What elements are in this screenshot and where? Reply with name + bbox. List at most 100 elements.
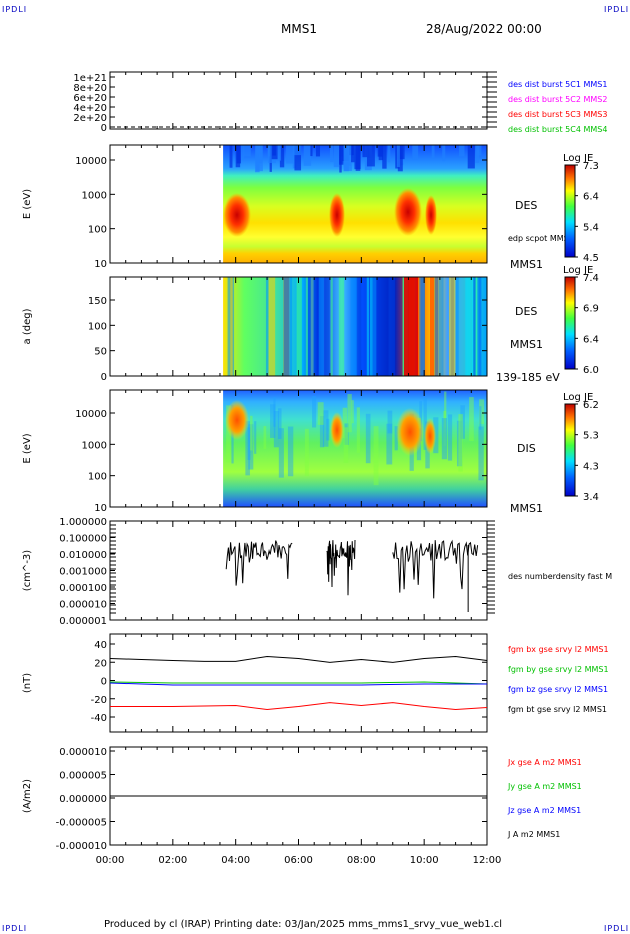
des-pitch-stripe <box>265 277 269 376</box>
x-tick-label: 02:00 <box>158 855 187 866</box>
density-y-tick-label: 1.000000 <box>59 517 107 528</box>
dis-energy-texture <box>322 410 329 447</box>
des-energy-hot-spot <box>394 188 422 236</box>
des-energy-texture <box>236 145 241 164</box>
des-pitch-spacecraft: MMS1 <box>510 338 543 351</box>
current-legend-3: Jz gse A m2 MMS1 <box>507 806 581 815</box>
des-energy-texture <box>397 145 403 172</box>
des-pitch-stripe <box>388 277 395 376</box>
bfield-series-2 <box>109 681 488 685</box>
bfield-y-tick-label: -40 <box>91 713 107 724</box>
des-energy-texture <box>377 145 383 157</box>
des-pitch-stripe <box>369 277 373 376</box>
panel-density-frame <box>109 520 488 621</box>
des-energy-texture <box>229 145 233 168</box>
density-y-tick-label: 0.000010 <box>59 600 107 611</box>
burst-y-tick-label: 8e+20 <box>73 83 107 94</box>
dis-energy-texture <box>386 423 393 465</box>
des-energy-overlay: edp scpot MMS1 <box>508 234 574 243</box>
dis-energy-colorbar-tick-label: 5.3 <box>583 431 599 442</box>
dis-energy-texture <box>270 404 276 438</box>
dis-energy-texture <box>312 395 317 428</box>
des-energy-texture <box>459 145 465 157</box>
des-pitch-stripe <box>338 277 345 376</box>
density-ylabel: (cm^-3) <box>22 550 33 591</box>
dis-energy-texture <box>444 391 447 428</box>
des-energy-texture <box>293 145 302 156</box>
des-energy-hot-spot <box>425 195 437 235</box>
des-energy-instrument: DES <box>515 199 537 212</box>
burst-legend-3: des dist burst 5C3 MMS3 <box>508 110 607 119</box>
des-energy-texture <box>256 145 263 172</box>
des-energy-texture <box>387 145 391 163</box>
des-energy-texture <box>279 145 285 168</box>
dis-energy-texture <box>247 427 251 460</box>
burst-legend-2: des dist burst 5C2 MMS2 <box>508 95 607 104</box>
bfield-y-tick-label: 0 <box>101 677 107 688</box>
des-energy-spacecraft: MMS1 <box>510 258 543 271</box>
des-pitch-stripe <box>465 277 471 376</box>
des-pitch-ylabel: a (deg) <box>22 308 33 344</box>
des-energy-colorbar-title: Log JE <box>563 153 593 164</box>
des-energy-texture <box>329 145 334 163</box>
bfield-y-tick-label: 40 <box>94 640 107 651</box>
current-y-tick-label: 0.000010 <box>59 747 107 758</box>
density-y-tick-label: 0.010000 <box>59 550 107 561</box>
bfield-series-3 <box>109 682 487 686</box>
dis-energy-y-tick-label: 100 <box>88 472 107 483</box>
dis-energy-y-tick-label: 10000 <box>75 409 107 420</box>
current-legend-2: Jy gse A m2 MMS1 <box>507 782 582 791</box>
des-energy-ylabel: E (eV) <box>22 189 33 219</box>
density-trace <box>326 539 356 596</box>
burst-y-tick-label: 0 <box>101 123 107 134</box>
des-pitch-colorbar-bar <box>564 276 576 370</box>
des-energy-texture <box>476 145 482 156</box>
des-pitch-stripe <box>296 277 302 376</box>
dis-energy-texture <box>347 394 352 433</box>
density-y-tick-label: 0.000100 <box>59 583 107 594</box>
des-energy-colorbar-tick-label: 6.4 <box>583 192 599 203</box>
header-date: 28/Aug/2022 00:00 <box>426 22 542 36</box>
des-pitch-stripe <box>448 277 456 376</box>
dis-energy-instrument: DIS <box>517 442 536 455</box>
des-energy-hot-spot <box>223 193 251 237</box>
des-pitch-stripe <box>434 277 439 376</box>
dis-energy-texture <box>441 418 448 460</box>
des-pitch-hot-stripe <box>430 277 434 376</box>
dis-energy-texture <box>443 410 447 447</box>
x-tick-label: 12:00 <box>473 855 502 866</box>
bfield-legend-4: fgm bt gse srvy l2 MMS1 <box>508 705 607 714</box>
des-energy-texture <box>303 145 312 166</box>
des-pitch-stripe <box>230 277 233 376</box>
x-tick-label: 00:00 <box>96 855 125 866</box>
des-pitch-y-tick-label: 150 <box>88 296 107 307</box>
des-pitch-y-tick-label: 100 <box>88 321 107 332</box>
des-pitch-stripe <box>455 277 459 376</box>
burst-y-tick-label: 2e+20 <box>73 113 107 124</box>
dis-energy-colorbar-tick-label: 4.3 <box>583 461 599 472</box>
bfield-y-tick-label: -20 <box>91 695 107 706</box>
footer-text: Produced by cl (IRAP) Printing date: 03/… <box>104 919 503 930</box>
des-pitch-y-tick-label: 50 <box>94 347 107 358</box>
des-pitch-colorbar-tick-label: 6.0 <box>583 365 599 376</box>
des-energy-texture <box>467 145 475 169</box>
dis-energy-texture <box>351 400 354 424</box>
des-pitch-stripe <box>366 277 370 376</box>
dis-energy-texture <box>394 426 398 451</box>
density-y-tick-label: 0.001000 <box>59 567 107 578</box>
des-energy-texture <box>396 145 400 168</box>
dis-energy-texture <box>342 407 348 439</box>
des-pitch-stripe <box>438 277 444 376</box>
current-y-tick-label: -0.000005 <box>56 818 107 829</box>
dis-energy-y-tick-label: 1000 <box>82 440 107 451</box>
dis-energy-texture <box>373 426 379 486</box>
panel-burst-frame <box>109 71 488 130</box>
des-pitch-stripe <box>473 277 476 376</box>
des-pitch-stripe <box>268 277 276 376</box>
dis-energy-colorbar-title: Log JE <box>563 392 593 403</box>
des-energy-texture <box>271 145 278 160</box>
des-pitch-y-tick-label: 0 <box>101 372 107 383</box>
bfield-series-1 <box>110 702 488 711</box>
dis-energy-texture <box>469 397 474 441</box>
